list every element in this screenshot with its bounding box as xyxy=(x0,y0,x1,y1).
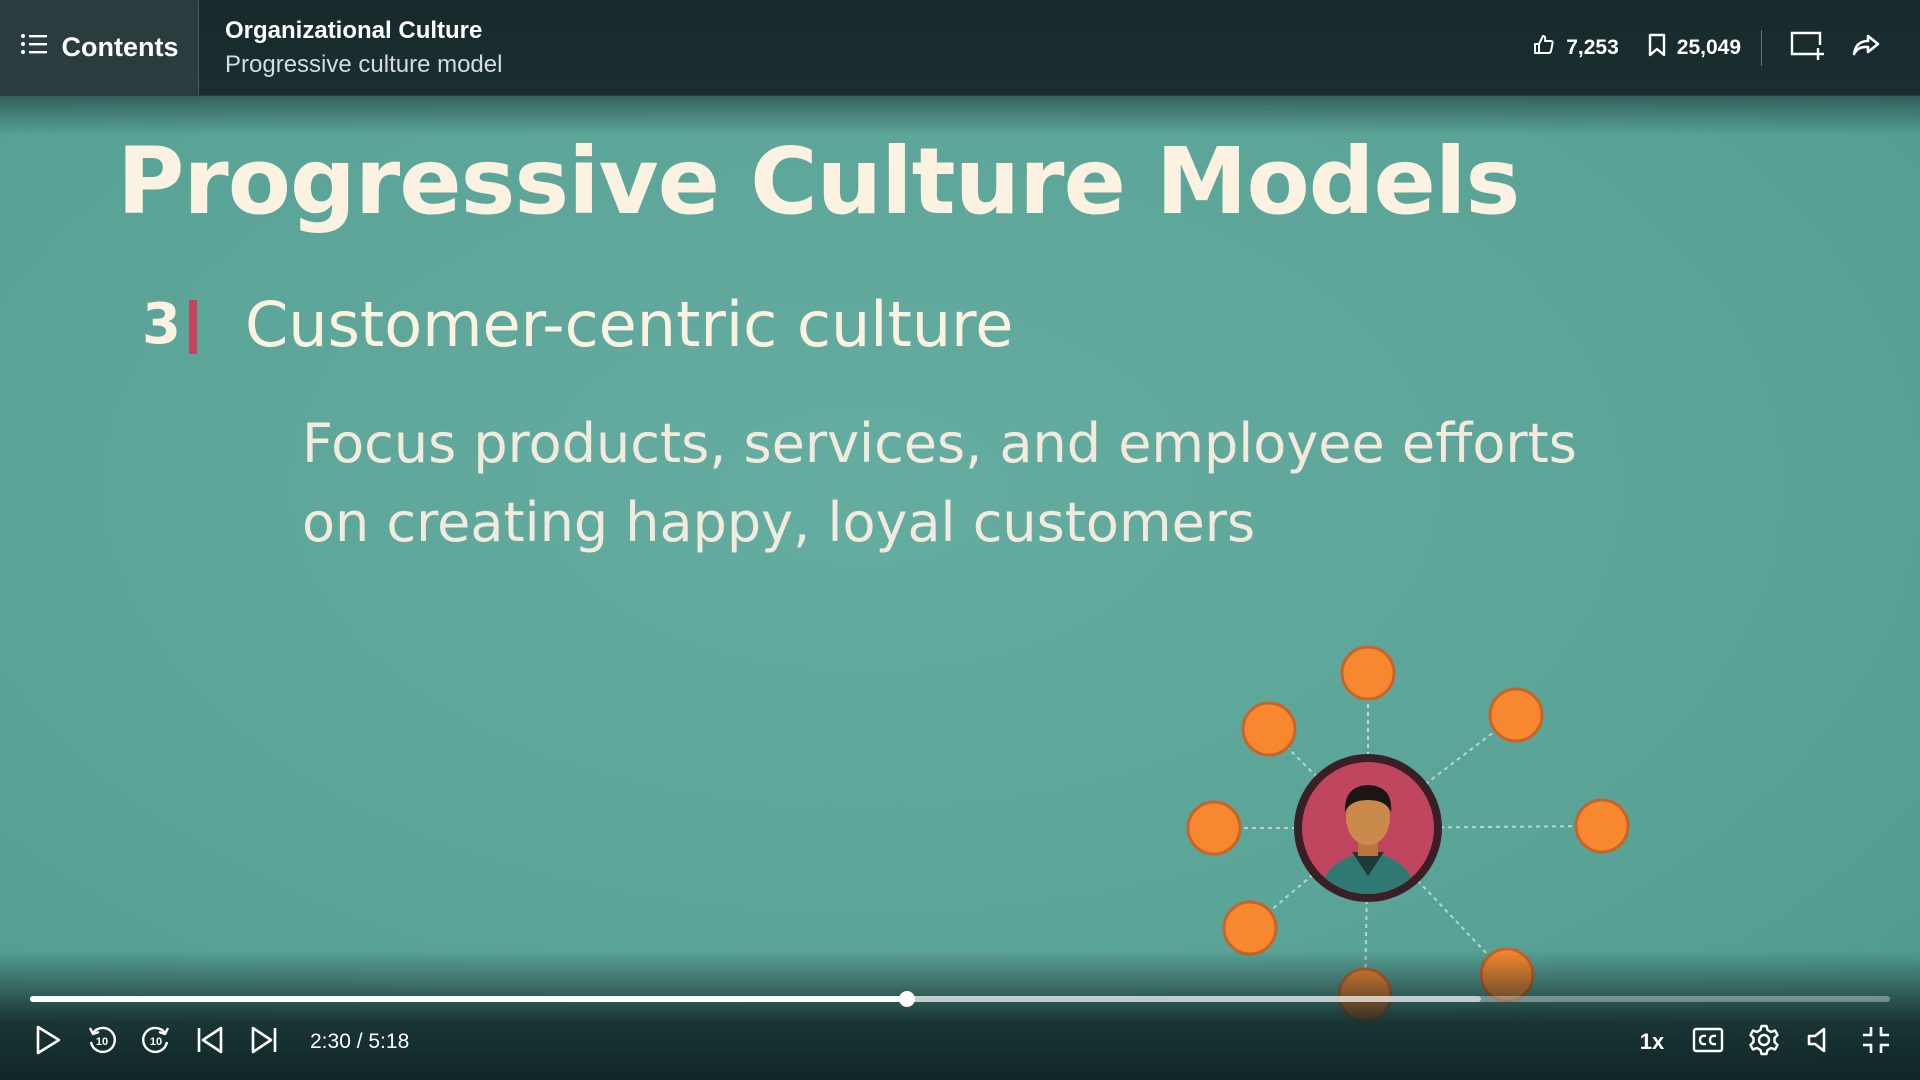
video-title: Progressive culture model xyxy=(225,51,502,79)
play-icon xyxy=(33,1024,63,1061)
employee-avatar-hub xyxy=(1294,754,1442,902)
course-title[interactable]: Organizational Culture xyxy=(225,17,502,45)
closed-captions-icon xyxy=(1692,1027,1724,1058)
customer-node xyxy=(1490,689,1542,741)
svg-text:10: 10 xyxy=(150,1036,162,1048)
time-display: 2:30 / 5:18 xyxy=(310,1030,409,1054)
skip-previous-icon xyxy=(195,1025,225,1060)
svg-text:10: 10 xyxy=(96,1036,108,1048)
rewind-10-button[interactable]: 10 xyxy=(80,1020,124,1064)
add-to-collection-button[interactable] xyxy=(1790,30,1824,66)
forward-10-button[interactable]: 10 xyxy=(134,1020,178,1064)
player-header: Contents Organizational Culture Progress… xyxy=(0,0,1920,96)
rewind-10-icon: 10 xyxy=(86,1024,118,1061)
exit-fullscreen-icon xyxy=(1861,1025,1891,1060)
header-actions: 7,253 25,049 xyxy=(1504,0,1920,95)
save-button[interactable]: 25,049 xyxy=(1647,33,1741,63)
playback-speed-button[interactable]: 1x xyxy=(1630,1020,1674,1064)
control-bar: 10 10 xyxy=(0,1018,1920,1066)
bookmark-icon xyxy=(1647,33,1667,63)
course-info: Organizational Culture Progressive cultu… xyxy=(199,0,502,95)
settings-button[interactable] xyxy=(1742,1020,1786,1064)
played-bar xyxy=(30,996,907,1002)
volume-button[interactable] xyxy=(1798,1020,1842,1064)
thumbs-up-icon xyxy=(1532,33,1556,63)
customer-node xyxy=(1576,800,1628,852)
volume-icon xyxy=(1806,1026,1834,1059)
exit-fullscreen-button[interactable] xyxy=(1854,1020,1898,1064)
like-button[interactable]: 7,253 xyxy=(1532,33,1619,63)
like-count: 7,253 xyxy=(1566,36,1619,60)
share-button[interactable] xyxy=(1852,33,1880,63)
save-count: 25,049 xyxy=(1677,36,1741,60)
gear-icon xyxy=(1748,1024,1780,1061)
contents-label: Contents xyxy=(62,32,179,63)
list-icon xyxy=(20,32,48,63)
add-to-collection-icon xyxy=(1790,30,1824,66)
contents-button[interactable]: Contents xyxy=(0,0,199,95)
customer-node xyxy=(1224,902,1276,954)
previous-button[interactable] xyxy=(188,1020,232,1064)
customer-node xyxy=(1243,703,1295,755)
share-icon xyxy=(1852,33,1880,63)
customer-node xyxy=(1188,802,1240,854)
header-divider xyxy=(1761,30,1762,66)
skip-next-icon xyxy=(249,1025,279,1060)
customer-node xyxy=(1342,647,1394,699)
progress-bar[interactable] xyxy=(30,996,1890,1002)
captions-button[interactable] xyxy=(1686,1020,1730,1064)
play-button[interactable] xyxy=(26,1020,70,1064)
next-button[interactable] xyxy=(242,1020,286,1064)
forward-10-icon: 10 xyxy=(140,1024,172,1061)
